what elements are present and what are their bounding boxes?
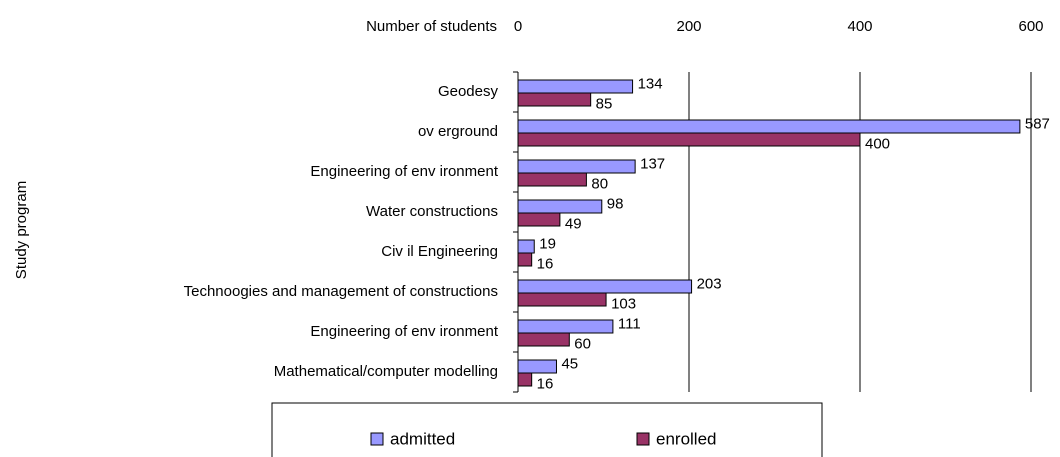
legend-label: enrolled	[656, 429, 717, 448]
value-label: 16	[537, 375, 554, 392]
bar	[517, 372, 533, 387]
bar	[517, 159, 636, 174]
value-label: 111	[618, 315, 641, 332]
bar	[517, 279, 693, 294]
bar	[517, 319, 614, 334]
y-tick-label: ov erground	[418, 123, 498, 140]
y-tick-label: Civ il Engineering	[381, 243, 498, 260]
value-label: 137	[640, 155, 665, 172]
bar	[517, 119, 1021, 134]
bar	[517, 359, 557, 374]
y-tick-label: Geodesy	[438, 83, 499, 100]
value-label: 19	[539, 235, 556, 252]
value-label: 49	[565, 215, 582, 232]
value-label: 60	[574, 335, 591, 352]
x-tick-label: 0	[514, 18, 522, 35]
bar	[517, 79, 634, 94]
y-tick-label: Engineering of env ironment	[310, 323, 498, 340]
bar	[517, 332, 570, 347]
y-tick-label: Water constructions	[366, 203, 498, 220]
value-label: 400	[865, 135, 890, 152]
y-tick-label: Mathematical/computer modelling	[274, 363, 498, 380]
bar	[517, 212, 561, 227]
legend-swatch	[636, 432, 650, 446]
value-label: 98	[607, 195, 624, 212]
bar	[517, 292, 607, 307]
value-label: 80	[591, 175, 608, 192]
legend-label: admitted	[390, 429, 455, 448]
bar	[517, 172, 587, 187]
value-label: 203	[697, 275, 722, 292]
value-label: 45	[561, 355, 578, 372]
x-tick-label: 400	[847, 18, 872, 35]
bar	[517, 199, 603, 214]
bar	[517, 239, 535, 254]
value-label: 16	[537, 255, 554, 272]
x-tick-label: 200	[676, 18, 701, 35]
value-label: 85	[596, 95, 613, 112]
bar	[517, 132, 861, 147]
value-label: 134	[638, 75, 663, 92]
y-tick-label: Engineering of env ironment	[310, 163, 498, 180]
y-axis-label: Study program	[13, 181, 30, 279]
x-tick-label: 600	[1018, 18, 1043, 35]
legend-box	[271, 402, 823, 457]
y-tick-label: Technoogies and management of constructi…	[184, 283, 498, 300]
value-label: 587	[1025, 115, 1050, 132]
legend-swatch	[370, 432, 384, 446]
x-axis-label: Number of students	[366, 18, 497, 35]
value-label: 103	[611, 295, 636, 312]
bar	[517, 252, 533, 267]
bar	[517, 92, 592, 107]
